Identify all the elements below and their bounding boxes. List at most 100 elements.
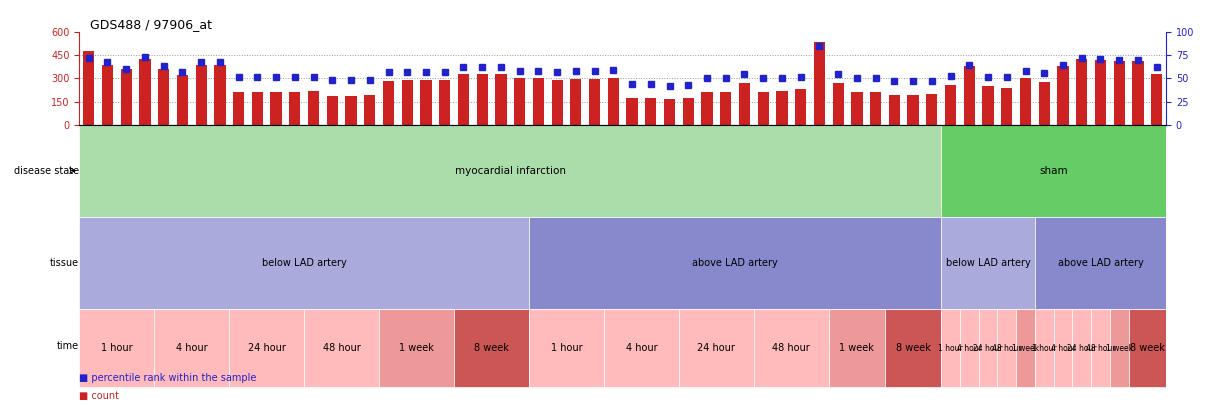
Bar: [552, 80, 563, 125]
Bar: [476, 74, 488, 125]
Bar: [960, 309, 979, 387]
Bar: [83, 51, 94, 125]
Text: 1 hour: 1 hour: [551, 343, 582, 354]
Bar: [79, 309, 154, 387]
Text: 48 hour: 48 hour: [1085, 344, 1115, 353]
Bar: [945, 85, 956, 125]
Bar: [514, 79, 525, 125]
Bar: [1132, 61, 1144, 125]
Bar: [777, 91, 788, 125]
Bar: [1020, 78, 1032, 125]
Bar: [983, 86, 994, 125]
Bar: [529, 217, 941, 309]
Bar: [570, 79, 581, 125]
Bar: [979, 309, 998, 387]
Bar: [1092, 309, 1110, 387]
Bar: [907, 95, 918, 125]
Bar: [795, 89, 806, 125]
Bar: [1110, 309, 1128, 387]
Bar: [289, 92, 300, 125]
Text: 8 week: 8 week: [896, 343, 930, 354]
Bar: [664, 99, 675, 125]
Bar: [1039, 81, 1050, 125]
Bar: [1095, 60, 1106, 125]
Bar: [252, 92, 263, 125]
Bar: [420, 80, 431, 125]
Text: 48 hour: 48 hour: [322, 343, 360, 354]
Text: 4 hour: 4 hour: [957, 344, 982, 353]
Bar: [833, 83, 844, 125]
Bar: [308, 91, 319, 125]
Bar: [214, 65, 226, 125]
Bar: [1151, 74, 1162, 125]
Text: 1 week: 1 week: [399, 343, 433, 354]
Bar: [101, 65, 114, 125]
Text: sham: sham: [1039, 166, 1068, 176]
Bar: [1057, 66, 1068, 125]
Bar: [608, 79, 619, 125]
Bar: [458, 74, 469, 125]
Bar: [889, 95, 900, 125]
Bar: [304, 309, 380, 387]
Text: 8 week: 8 week: [1129, 343, 1165, 354]
Bar: [1076, 58, 1088, 125]
Bar: [195, 65, 206, 125]
Bar: [589, 79, 601, 125]
Bar: [79, 125, 941, 217]
Bar: [1072, 309, 1092, 387]
Bar: [885, 309, 941, 387]
Bar: [230, 309, 304, 387]
Bar: [829, 309, 885, 387]
Text: 24 hour: 24 hour: [697, 343, 735, 354]
Text: 1 hour: 1 hour: [101, 343, 133, 354]
Bar: [402, 80, 413, 125]
Bar: [532, 79, 545, 125]
Bar: [814, 42, 825, 125]
Bar: [496, 74, 507, 125]
Bar: [701, 92, 713, 125]
Bar: [871, 92, 882, 125]
Text: 1 week: 1 week: [1106, 344, 1133, 353]
Bar: [79, 217, 529, 309]
Bar: [927, 94, 938, 125]
Bar: [753, 309, 829, 387]
Bar: [1001, 88, 1012, 125]
Bar: [1035, 309, 1054, 387]
Bar: [380, 309, 454, 387]
Bar: [851, 92, 862, 125]
Bar: [440, 80, 451, 125]
Text: 4 hour: 4 hour: [176, 343, 208, 354]
Text: 24 hour: 24 hour: [248, 343, 286, 354]
Bar: [158, 69, 170, 125]
Text: time: time: [57, 341, 79, 351]
Text: 1 week: 1 week: [1012, 344, 1039, 353]
Bar: [327, 96, 338, 125]
Text: above LAD artery: above LAD artery: [1057, 258, 1143, 268]
Text: 24 hour: 24 hour: [973, 344, 1002, 353]
Bar: [941, 125, 1166, 217]
Text: 1 hour: 1 hour: [1032, 344, 1056, 353]
Text: tissue: tissue: [50, 258, 79, 268]
Bar: [941, 217, 1035, 309]
Bar: [1128, 309, 1166, 387]
Text: GDS488 / 97906_at: GDS488 / 97906_at: [90, 18, 212, 31]
Text: 1 hour: 1 hour: [938, 344, 963, 353]
Bar: [757, 92, 769, 125]
Bar: [233, 92, 244, 125]
Bar: [177, 75, 188, 125]
Text: above LAD artery: above LAD artery: [692, 258, 778, 268]
Bar: [529, 309, 604, 387]
Text: ■ percentile rank within the sample: ■ percentile rank within the sample: [79, 373, 256, 383]
Text: 24 hour: 24 hour: [1067, 344, 1096, 353]
Bar: [739, 83, 750, 125]
Bar: [679, 309, 753, 387]
Text: ■ count: ■ count: [79, 391, 120, 401]
Bar: [1114, 61, 1125, 125]
Text: below LAD artery: below LAD artery: [946, 258, 1031, 268]
Bar: [139, 58, 150, 125]
Text: 4 hour: 4 hour: [1050, 344, 1076, 353]
Bar: [346, 96, 357, 125]
Text: 8 week: 8 week: [474, 343, 509, 354]
Bar: [121, 69, 132, 125]
Text: 4 hour: 4 hour: [625, 343, 657, 354]
